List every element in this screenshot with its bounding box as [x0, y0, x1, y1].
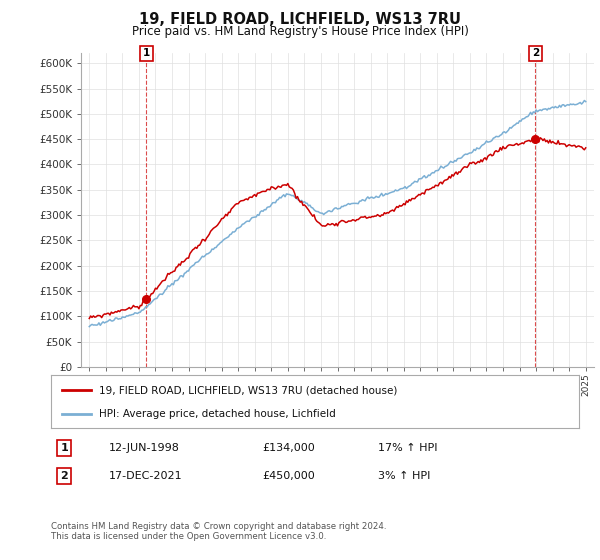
Text: 2: 2	[61, 471, 68, 481]
Text: 19, FIELD ROAD, LICHFIELD, WS13 7RU: 19, FIELD ROAD, LICHFIELD, WS13 7RU	[139, 12, 461, 27]
Text: 3% ↑ HPI: 3% ↑ HPI	[379, 471, 431, 481]
Text: HPI: Average price, detached house, Lichfield: HPI: Average price, detached house, Lich…	[98, 408, 335, 418]
Text: 17% ↑ HPI: 17% ↑ HPI	[379, 443, 438, 453]
Text: 1: 1	[61, 443, 68, 453]
Text: Contains HM Land Registry data © Crown copyright and database right 2024.
This d: Contains HM Land Registry data © Crown c…	[51, 522, 386, 542]
Text: 19, FIELD ROAD, LICHFIELD, WS13 7RU (detached house): 19, FIELD ROAD, LICHFIELD, WS13 7RU (det…	[98, 385, 397, 395]
Text: 2: 2	[532, 48, 539, 58]
Text: £450,000: £450,000	[262, 471, 315, 481]
Text: 17-DEC-2021: 17-DEC-2021	[109, 471, 183, 481]
Text: £134,000: £134,000	[262, 443, 315, 453]
Text: Price paid vs. HM Land Registry's House Price Index (HPI): Price paid vs. HM Land Registry's House …	[131, 25, 469, 38]
Text: 1: 1	[143, 48, 150, 58]
Text: 12-JUN-1998: 12-JUN-1998	[109, 443, 180, 453]
